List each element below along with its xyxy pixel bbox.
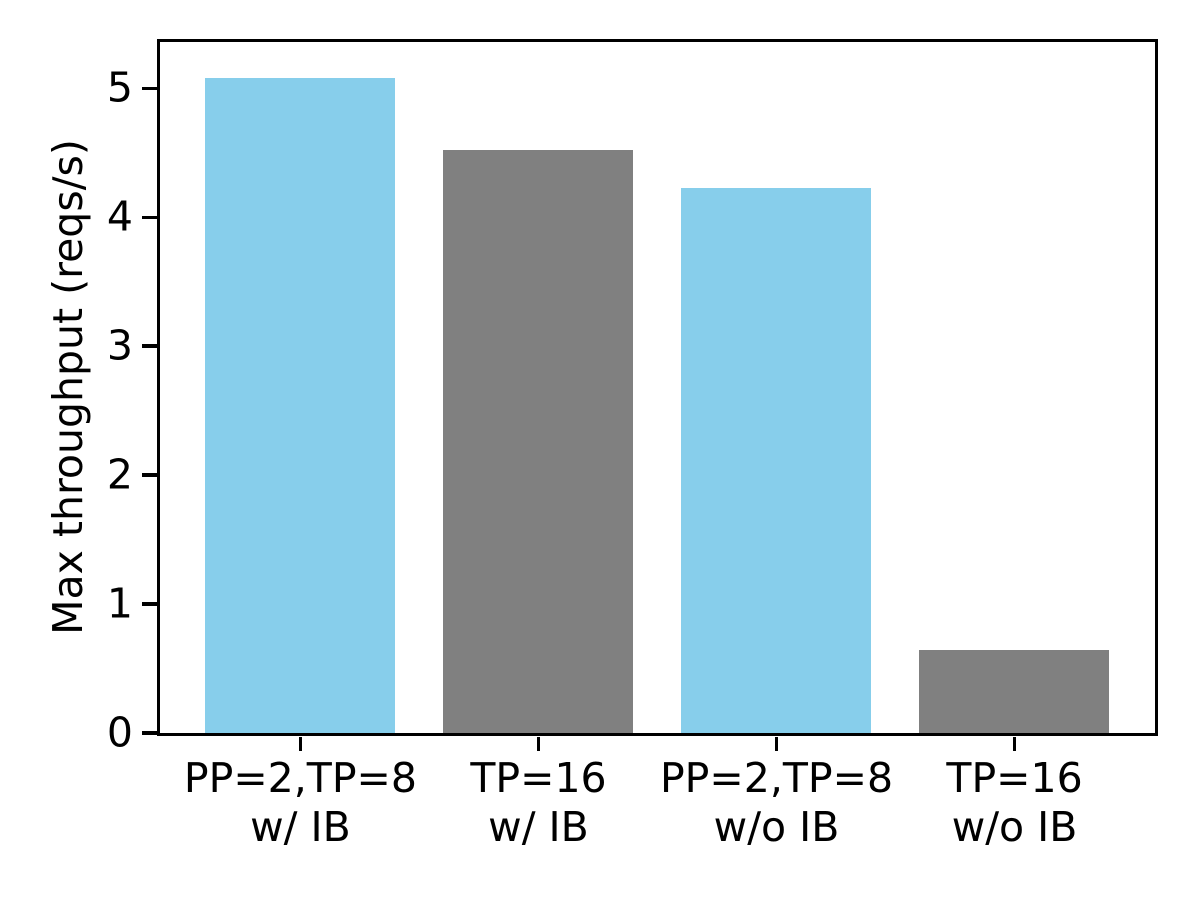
x-tick-label-line: w/ IB — [488, 803, 589, 851]
y-tick-label: 0 — [106, 708, 133, 757]
x-tick-label-line: TP=16 — [470, 754, 607, 802]
x-tick-mark — [774, 736, 779, 751]
bar — [204, 77, 396, 733]
bar — [918, 650, 1110, 733]
x-tick-label-line: PP=2,TP=8 — [659, 754, 894, 802]
bar — [680, 188, 872, 733]
x-tick-mark — [298, 736, 303, 751]
y-tick-mark — [142, 86, 157, 91]
y-tick-mark — [142, 731, 157, 735]
y-tick-mark — [142, 473, 157, 477]
y-tick-mark — [142, 344, 157, 348]
x-tick-label-line: TP=16 — [946, 754, 1083, 802]
x-tick-label-line: w/o IB — [951, 803, 1078, 851]
x-tick-label: TP=16 w/ IB — [470, 754, 606, 852]
x-tick-label-line: w/ IB — [250, 803, 351, 851]
x-tick-mark — [1012, 736, 1017, 751]
y-tick-label: 3 — [106, 321, 133, 370]
x-tick-label-line: w/o IB — [713, 803, 840, 851]
y-tick-label: 1 — [106, 579, 133, 628]
y-tick-mark — [142, 215, 157, 220]
y-tick-label: 2 — [106, 450, 133, 499]
plot-area — [156, 38, 1158, 736]
x-tick-label: TP=16 w/o IB — [946, 754, 1082, 852]
x-tick-label-line: PP=2,TP=8 — [183, 754, 418, 802]
y-tick-label: 5 — [106, 63, 133, 112]
x-tick-label: PP=2,TP=8 w/ IB — [184, 754, 417, 852]
x-tick-label: PP=2,TP=8 w/o IB — [660, 754, 893, 852]
y-tick-label: 4 — [106, 192, 133, 241]
y-tick-mark — [142, 602, 157, 606]
bar — [442, 149, 634, 733]
x-tick-mark — [536, 736, 541, 751]
